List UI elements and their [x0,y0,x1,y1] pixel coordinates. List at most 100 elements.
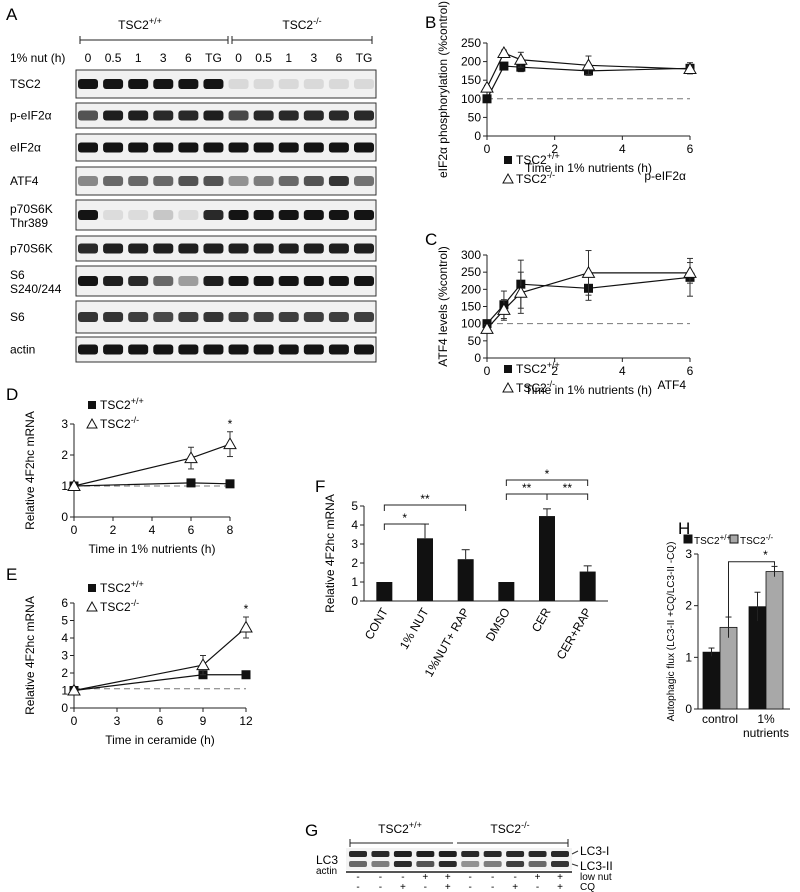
blot-band [78,110,98,121]
blot-band [328,176,349,186]
data-point-triangle [497,46,511,59]
band-lc3-ii [506,861,525,867]
blot-band [153,312,174,322]
legend-superscript: -/- [547,170,556,180]
panel-h-chart: 0 1 2 3 Autophagic flux (LC3-II +CQ/LC3-II -… [666,533,790,740]
panel-a-lane-labels: 0 0.5 1 3 6 TG 0 0.5 1 3 6 TG [85,51,373,65]
blot-band [354,110,374,121]
blot-band [228,176,249,186]
blot-band [354,79,374,89]
blot-band [253,243,274,254]
lane-label: 3 [310,51,317,65]
blot-band [178,176,199,186]
blot-band [328,276,349,286]
y-tick-label: 3 [685,547,692,561]
blot-band [303,110,324,121]
data-point-square [482,94,492,104]
blot-band [228,243,249,254]
blot-band [178,276,199,286]
blot-band [78,276,98,286]
lane-label: 0 [235,51,242,65]
x-axis-label: Time in 1% nutrients (h) [525,161,652,175]
panel-letter-b: B [425,13,436,32]
x-tick-label: 4 [149,523,156,537]
blot-band [178,142,199,153]
legend-label: TSC2+/+ [694,533,731,547]
condition-mark: - [469,872,472,883]
lane-label: 0.5 [105,51,122,65]
blot-band [328,210,349,220]
significance-star: * [228,417,233,431]
actin-blot [346,871,572,873]
blot-band [153,142,174,153]
blot-band [328,142,349,153]
band-lc3-i [461,851,480,857]
blot-band [78,176,98,186]
lane-label: TG [356,51,373,65]
panel-d-chart: 0 1 2 3 0 2 4 6 8 Time in 1% nutrients (h) Relativ… [23,396,237,556]
x-tick-label: 8 [227,523,234,537]
legend-label: TSC2+/+ [100,396,144,412]
blot-label: S6 [10,310,25,324]
blot-label: p70S6K [10,242,53,256]
series-line [73,443,231,487]
blot-band [153,344,174,355]
lane-label: 0.5 [255,51,272,65]
significance-star: * [244,602,249,616]
condition-mark: - [424,882,427,892]
lane-label: 6 [185,51,192,65]
x-tick-label: 3 [114,714,121,728]
band-lc3-i [483,851,502,857]
significance-star: * [402,511,407,525]
legend-label: TSC2-/- [740,533,773,547]
panel-b-chart: 0 50 100 150 200 250 0 2 4 6 Time in 1% nutrients … [436,1,697,186]
data-point-triangle [497,302,511,315]
data-point-triangle [67,478,81,491]
legend-superscript: -/- [131,598,140,608]
panel-letter-d: D [6,385,18,404]
blot-band [253,312,274,322]
data-point-triangle [683,265,697,278]
blot-band [328,79,349,89]
band-lc3-ii [461,861,480,867]
condition-mark: + [422,872,428,883]
data-point-triangle [196,658,210,671]
series-line [73,627,247,692]
condition-mark: - [401,872,404,883]
blot-band [303,79,324,89]
condition-mark: - [491,882,494,892]
blot-band [278,344,299,355]
legend-marker-triangle [86,417,98,429]
legend-superscript: +/+ [131,396,144,406]
data-point-triangle [239,620,253,633]
blot-band [253,142,274,153]
data-point-square [186,478,196,488]
blot-band [278,210,299,220]
y-tick-label: 50 [468,110,482,124]
blot-label: TSC2 [10,77,41,91]
band-lc3-ii [393,861,412,867]
blot-band [153,243,174,254]
blot-label: eIF2α [10,141,41,155]
blot-band [128,312,149,322]
category-label: nutrients [743,726,789,740]
significance-bracket [383,523,426,530]
legend-label: TSC2-/- [100,598,139,614]
blot-band [78,210,98,220]
blot-band [103,110,124,121]
blot-band [128,110,149,121]
significance-bracket [728,561,775,620]
blot-band [103,276,124,286]
legend-label: TSC2-/- [100,415,139,431]
x-tick-label: 0 [484,142,491,156]
bar [579,571,596,601]
band-lc3-i [506,851,525,857]
blot-band [128,344,149,355]
blot-band [103,79,124,89]
panel-a-row-label: 1% nut (h) [10,51,65,65]
band-lc3-i [393,851,412,857]
data-point-triangle [513,285,528,298]
blot-band [354,276,374,286]
blot-band [103,243,124,254]
band-lc3-ii [551,861,569,867]
